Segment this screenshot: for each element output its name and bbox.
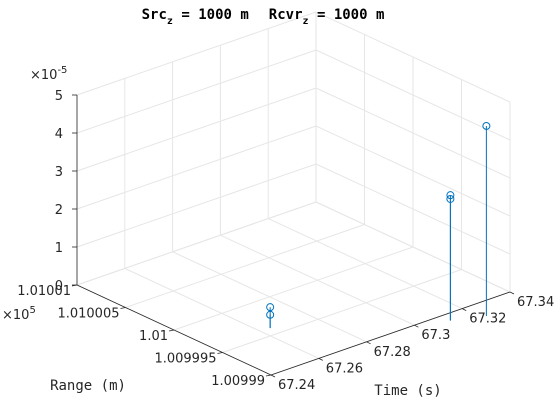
x-tick-label: 67.28 [374, 345, 411, 360]
x-tick-mark [318, 358, 323, 361]
z-tick-label: 5 [55, 89, 63, 104]
grid-line-side-z [315, 49, 511, 141]
grid-line-floor-y [222, 269, 462, 353]
chart-title: Srcz = 1000 m Rcvrz = 1000 m [142, 7, 385, 27]
grid-layer [76, 11, 511, 376]
x-tick-label: 67.24 [278, 378, 315, 393]
y-axis-multiplier: ×105 [2, 305, 36, 323]
x-tick-mark [366, 341, 371, 345]
z-tick-label: 4 [55, 127, 63, 142]
grid-line-side-z [315, 87, 511, 179]
stem-marker [266, 303, 275, 312]
grid-line-back-z [76, 201, 317, 286]
y-tick-label: 1.009995 [154, 352, 216, 367]
y-tick-label: 1.010005 [57, 307, 119, 322]
z-tick-label: 2 [55, 203, 63, 218]
grid-line-side-z [315, 11, 511, 103]
grid-line-back-z [76, 125, 317, 210]
grid-line-back-z [76, 49, 317, 134]
stem-marker [446, 191, 455, 200]
y-tick-mark [265, 374, 272, 377]
grid-line-back-z [76, 87, 317, 172]
x-tick-mark [462, 308, 467, 311]
grid-line-floor-y [173, 246, 414, 331]
x-tick-label: 67.26 [326, 361, 363, 376]
z-tick-label: 1 [55, 241, 63, 256]
y-tick-label: 1.01001 [17, 284, 71, 299]
y-tick-mark [168, 329, 175, 332]
grid-line-back-z [76, 11, 317, 96]
y-tick-mark [120, 307, 126, 309]
x-tick-label: 67.34 [517, 295, 554, 310]
y-tick-label: 1.00999 [211, 374, 265, 389]
z-tick-label: 0 [55, 279, 63, 294]
stem-marker [482, 121, 491, 130]
x-axis-line [270, 291, 511, 376]
grid-line-side-z [315, 125, 511, 217]
stem-series [266, 121, 491, 329]
x-tick-label: 67.3 [421, 328, 450, 343]
x-tick-mark [414, 324, 419, 328]
grid-line-floor-y [125, 224, 365, 308]
grid-line-side-z [315, 201, 511, 293]
z-axis-multiplier: ×10-5 [30, 65, 67, 83]
label-layer: 67.24 67.26 67.28 67.3 67.32 67.34 1.00999 1.00… [17, 89, 554, 393]
x-tick-label: 67.32 [469, 312, 506, 327]
y-axis-label: Range (m) [50, 378, 126, 394]
grid-line-side-z [315, 163, 511, 255]
axes-layer [71, 94, 515, 378]
y-tick-mark [217, 352, 223, 354]
x-axis-label: Time (s) [374, 383, 441, 399]
z-tick-label: 3 [55, 165, 63, 180]
y-tick-label: 1.01 [139, 329, 168, 344]
x-tick-mark [509, 291, 515, 295]
grid-line-back-z [76, 163, 317, 248]
x-tick-mark [270, 374, 276, 378]
